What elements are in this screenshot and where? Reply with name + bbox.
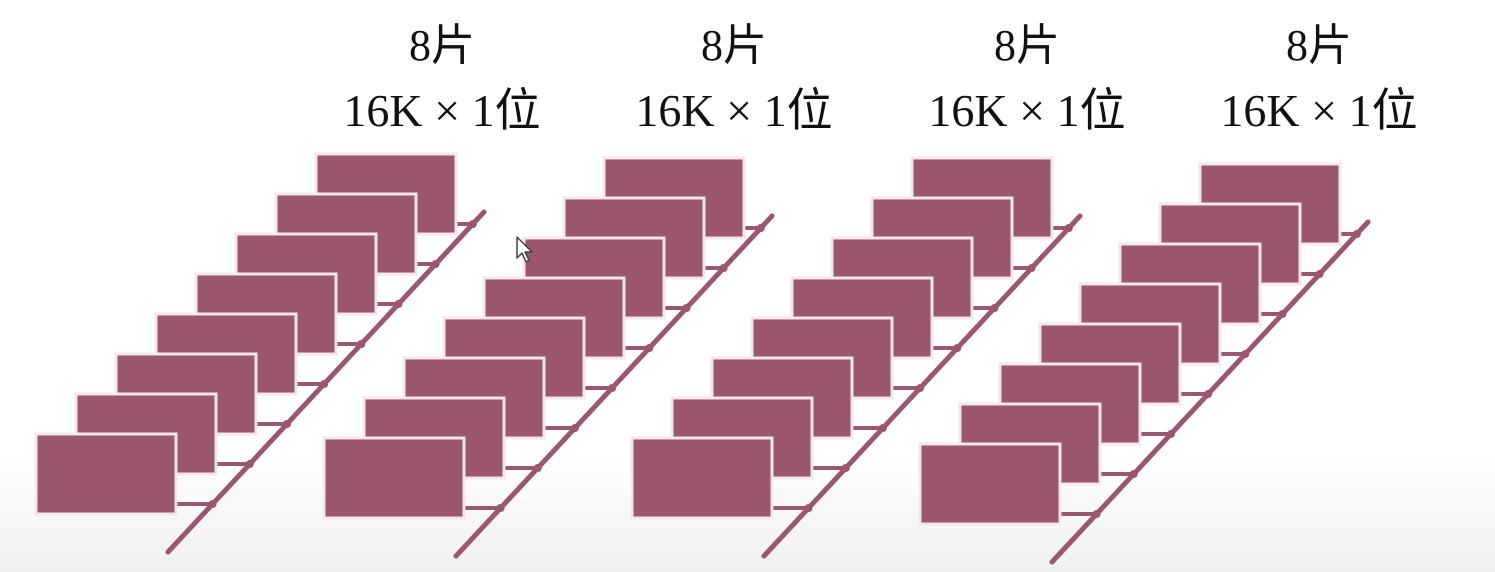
group-label-1: 8片 16K × 1位 [307, 24, 577, 134]
chip-group-4 [918, 162, 1371, 565]
bus-line [1049, 219, 1371, 565]
chip-count: 8片 [1286, 21, 1352, 70]
chip-count: 8片 [994, 21, 1060, 70]
bus-line [453, 213, 775, 559]
chip-spec: 16K × 1位 [1220, 85, 1418, 136]
chip-count: 8片 [701, 21, 767, 70]
chip-group-2 [322, 156, 775, 559]
mouse-pointer-icon [516, 236, 533, 263]
group-label-2: 8片 16K × 1位 [599, 24, 869, 134]
group-label-3: 8片 16K × 1位 [892, 24, 1162, 134]
memory-chip [322, 436, 466, 520]
chip-spec: 16K × 1位 [343, 85, 541, 136]
bus-line [761, 213, 1083, 559]
chip-group-1 [34, 152, 487, 555]
memory-chip [918, 442, 1062, 526]
group-label-4: 8片 16K × 1位 [1184, 24, 1454, 134]
chip-group-3 [630, 156, 1083, 559]
bus-line [165, 209, 487, 555]
memory-chip [34, 432, 178, 516]
chip-count: 8片 [409, 21, 475, 70]
chip-spec: 16K × 1位 [635, 85, 833, 136]
memory-chip [630, 436, 774, 520]
chip-spec: 16K × 1位 [928, 85, 1126, 136]
